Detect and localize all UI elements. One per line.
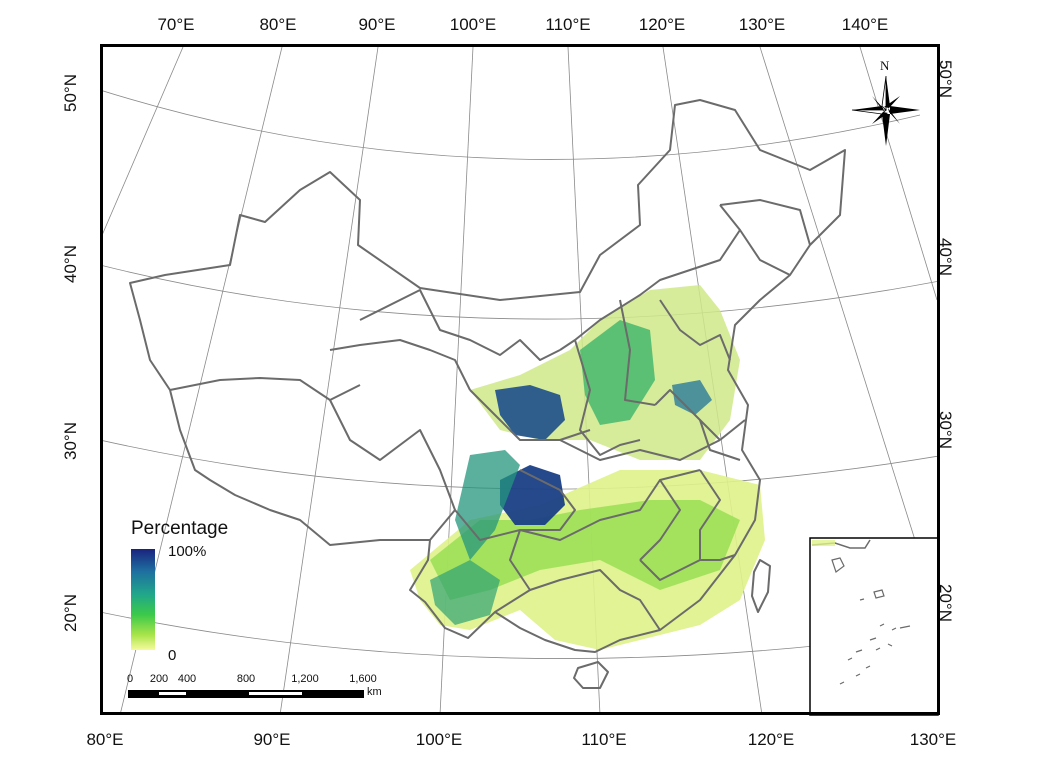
scale-bar-label: 800 <box>236 673 256 685</box>
scale-bar-label: 0 <box>126 673 134 685</box>
lon-label-top: 100°E <box>449 15 497 34</box>
lat-label-left: 30°N <box>61 422 80 460</box>
meridian-90e <box>280 47 379 712</box>
province-yunnan <box>454 509 531 613</box>
province-xinjiang-tibet <box>169 377 361 401</box>
meridian-140e <box>859 47 937 301</box>
scale-bar-label: 200 <box>149 673 169 685</box>
boundaries <box>129 99 846 689</box>
scale-bar-label: 1,200 <box>291 673 319 685</box>
lon-label-top: 120°E <box>638 15 686 34</box>
province-innermongolia <box>559 204 741 351</box>
meridian-70e <box>103 47 184 235</box>
province-northeast <box>719 199 811 276</box>
island-hainan <box>573 661 609 689</box>
north-arrow-letter: N <box>880 58 890 73</box>
lat-label-left: 20°N <box>61 594 80 632</box>
province-tibet-qinghai <box>329 339 471 391</box>
north-arrow <box>851 75 920 146</box>
lon-label-top: 140°E <box>841 15 889 34</box>
province-shaanxi <box>574 339 641 456</box>
lon-label-bottom: 80°E <box>86 730 124 749</box>
lon-label-bottom: 110°E <box>581 730 627 749</box>
raster-loess-mid <box>580 320 655 425</box>
province-jiangxi-fujian <box>639 469 721 561</box>
lat-label-left: 50°N <box>61 74 80 112</box>
south-china-sea-inset <box>809 537 939 716</box>
inset-islands <box>831 557 911 685</box>
parallel-50n <box>103 90 921 160</box>
inset-coast-fill <box>812 540 835 546</box>
lat-label-right: 20°N <box>936 584 955 622</box>
province-gansu-sichuan <box>469 389 591 441</box>
lon-label-top: 90°E <box>358 15 396 34</box>
raster-sichuan-mid <box>455 450 520 560</box>
lon-label-top: 70°E <box>157 15 195 34</box>
scale-bar-label: 1,600 <box>349 673 377 685</box>
lat-label-right: 40°N <box>936 238 955 276</box>
province-qinghai-gansu <box>359 289 561 361</box>
lat-label-left: 40°N <box>61 245 80 283</box>
scale-bar-label: 400 <box>177 673 197 685</box>
map-frame <box>100 44 940 715</box>
province-hebei <box>659 299 731 361</box>
province-hubei <box>559 439 721 461</box>
lat-label-right: 50°N <box>936 60 955 98</box>
raster-shandong-high <box>672 380 712 415</box>
raster-sichuan-high <box>500 465 565 525</box>
raster-south-mid <box>430 500 740 600</box>
legend-min-label: 0 <box>168 647 177 664</box>
lon-label-top: 110°E <box>545 15 591 34</box>
raster-yunnan-mid <box>430 560 500 625</box>
province-anhui-jiangsu <box>699 419 746 461</box>
lon-label-bottom: 100°E <box>415 730 463 749</box>
scale-bar <box>128 690 364 698</box>
scale-bar-unit: km <box>367 686 382 698</box>
province-shanxi <box>619 299 656 406</box>
parallel-40n <box>103 265 937 320</box>
lon-label-top: 130°E <box>738 15 786 34</box>
province-guangxi <box>529 569 661 631</box>
lat-label-right: 30°N <box>936 411 955 449</box>
lon-label-top: 80°E <box>259 15 297 34</box>
country-outline <box>129 99 846 653</box>
meridian-130e <box>759 47 937 611</box>
raster-gansu-high <box>495 385 565 440</box>
legend-color-ramp <box>131 549 155 650</box>
province-henan <box>654 389 721 441</box>
inset-frame <box>809 537 939 716</box>
legend-max-label: 100% <box>168 543 207 560</box>
lon-label-bottom: 120°E <box>747 730 795 749</box>
province-guizhou-hunan <box>519 469 701 541</box>
island-taiwan <box>751 559 771 613</box>
province-sichuan-chongqing <box>519 469 576 531</box>
lon-label-bottom: 130°E <box>909 730 957 749</box>
legend-title: Percentage <box>131 518 229 539</box>
lon-label-bottom: 90°E <box>253 730 291 749</box>
